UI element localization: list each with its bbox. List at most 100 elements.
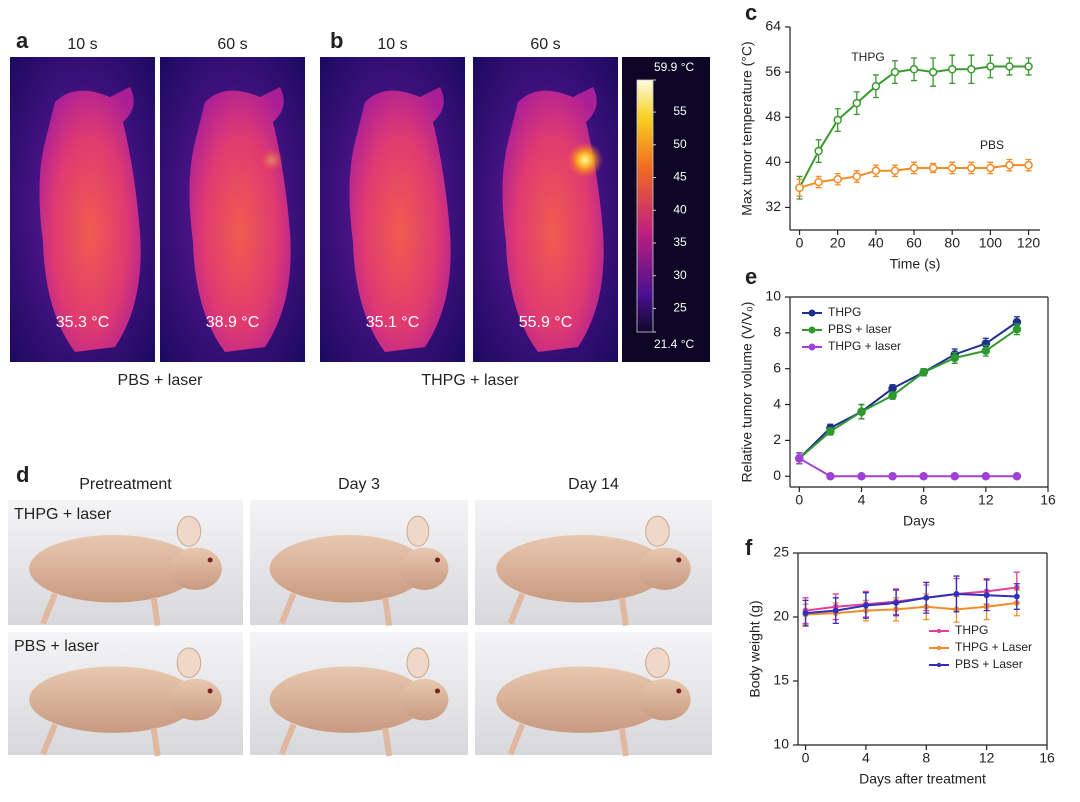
mouse-body: [269, 666, 427, 733]
x-tick-label: 0: [796, 235, 804, 251]
legend-label: THPG: [955, 623, 988, 637]
legend-label: THPG + laser: [828, 339, 901, 353]
temperature-label: 38.9 °C: [206, 314, 260, 331]
data-point: [826, 427, 835, 436]
series-line: [805, 592, 1017, 615]
data-point: [1012, 471, 1022, 481]
mouse-head: [638, 678, 691, 721]
legend-marker: [936, 628, 942, 634]
series-line: [798, 457, 1017, 478]
thermal-mouse: [349, 87, 451, 352]
data-point: [862, 602, 869, 609]
legend-marker: [808, 309, 816, 317]
data-point: [888, 471, 897, 481]
data-point: [814, 146, 823, 156]
panel-letter: f: [745, 535, 753, 560]
mouse-legs: [278, 723, 393, 757]
colorbar-label: 40: [673, 202, 687, 216]
temperature-label: 35.3 °C: [56, 314, 110, 331]
panel-letter: b: [330, 28, 343, 53]
data-point: [928, 163, 938, 173]
mouse-ear: [406, 515, 430, 547]
data-point: [857, 407, 866, 416]
mouse-ear: [645, 515, 670, 547]
legend-label: THPG + Laser: [955, 640, 1032, 654]
mouse-body: [29, 535, 199, 603]
x-tick-label: 8: [922, 750, 930, 766]
mouse-eye: [207, 557, 213, 563]
mouse-head: [638, 547, 691, 590]
x-axis-label: Time (s): [890, 256, 941, 272]
mouse-head: [170, 547, 222, 590]
data-point: [947, 163, 957, 173]
data-point: [857, 471, 866, 481]
y-tick-label: 56: [765, 63, 781, 79]
data-point: [890, 67, 900, 77]
thermal-hotspot: [567, 142, 603, 178]
x-tick-label: 120: [1017, 235, 1041, 251]
y-tick-label: 20: [773, 608, 789, 624]
colorbar-label: 21.4 °C: [654, 337, 694, 351]
thermal-mouse: [39, 87, 141, 352]
data-point: [871, 166, 881, 176]
series-line: [798, 321, 1018, 460]
series-line: [798, 328, 1018, 460]
time-label: 60 s: [530, 36, 560, 53]
data-point: [986, 62, 995, 71]
y-tick-label: 64: [765, 18, 781, 34]
colorbar-panel: [622, 57, 710, 362]
data-point: [1024, 62, 1033, 71]
legend-marker: [936, 662, 942, 668]
time-label: 10 s: [67, 36, 97, 53]
x-axis-label: Days after treatment: [859, 771, 986, 787]
legend-label: PBS + laser: [828, 322, 892, 336]
colorbar-label: 35: [673, 235, 687, 249]
data-point: [909, 65, 919, 74]
data-point: [919, 471, 928, 481]
data-point: [802, 610, 809, 617]
thermal-caption: THPG + laser: [421, 372, 519, 389]
series-line: [805, 601, 1017, 616]
mouse-body: [496, 535, 667, 603]
x-tick-label: 0: [802, 750, 810, 766]
colorbar-label: 50: [673, 137, 687, 151]
y-axis-label: Max tumor temperature (°C): [739, 41, 755, 215]
data-point: [833, 115, 842, 125]
mouse-eye: [434, 688, 440, 694]
y-tick-label: 10: [765, 288, 781, 304]
x-tick-label: 20: [830, 235, 846, 251]
data-point: [888, 384, 897, 393]
mouse-eye: [676, 557, 682, 563]
mouse-ear: [176, 515, 202, 547]
panel-letter: a: [16, 28, 29, 53]
colorbar-label: 25: [673, 301, 687, 315]
data-point: [832, 607, 839, 614]
data-point: [871, 81, 881, 91]
column-header: Day 14: [568, 476, 619, 493]
data-point: [928, 67, 938, 77]
temperature-label: 35.1 °C: [366, 314, 420, 331]
mouse-body: [496, 666, 667, 733]
data-point: [795, 183, 804, 192]
mouse-eye: [434, 557, 440, 563]
data-point: [950, 471, 959, 481]
legend-marker: [936, 645, 942, 651]
mouse-ear: [645, 647, 670, 679]
data-point: [967, 163, 976, 173]
x-tick-label: 4: [858, 492, 866, 508]
column-header: Pretreatment: [79, 476, 172, 493]
series-label: THPG: [851, 50, 884, 64]
mouse-ear: [176, 647, 202, 679]
time-label: 10 s: [377, 36, 407, 53]
data-point: [890, 166, 900, 176]
x-tick-label: 100: [979, 235, 1003, 251]
thermal-caption: PBS + laser: [118, 372, 204, 389]
legend-marker: [808, 326, 816, 334]
data-point: [981, 471, 991, 481]
mouse-legs: [40, 592, 161, 626]
data-point: [1005, 160, 1014, 170]
mouse-body: [29, 666, 199, 733]
y-tick-label: 2: [773, 431, 781, 447]
panel-letter: d: [16, 462, 29, 487]
